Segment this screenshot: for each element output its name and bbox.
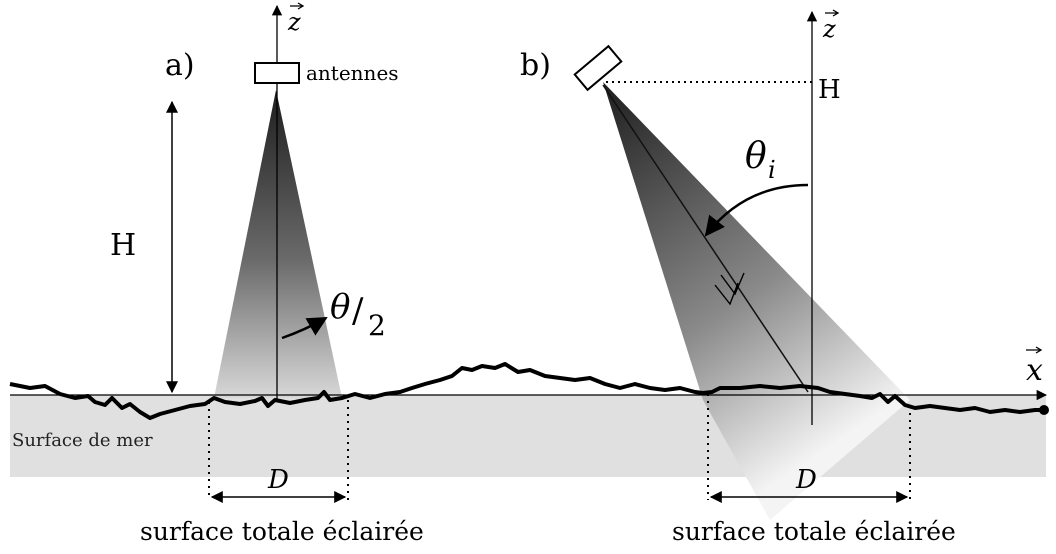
height-label-b: H (818, 75, 841, 105)
panel-a-label: a) (165, 48, 195, 83)
angle-arc-b (704, 183, 809, 237)
propagation-chevron (714, 272, 745, 306)
surface-end-dot (1039, 405, 1049, 415)
sea-label: Surface de mer (12, 430, 153, 451)
antenna-a (254, 62, 300, 84)
vector-arrow-z-b (825, 9, 840, 17)
vector-arrow-x (1026, 346, 1043, 354)
angle-subscript-b: i (768, 156, 776, 184)
caption-a: surface totale éclairée (140, 517, 424, 546)
width-label-a: D (267, 465, 289, 495)
angle-slash-a: / (352, 291, 364, 331)
vector-arrow-z-a (290, 2, 305, 10)
boresight-b (602, 84, 809, 393)
height-label-a: H (110, 228, 136, 263)
axis-x-label: x (1026, 353, 1043, 388)
antenna-label: antennes (306, 61, 399, 85)
beam-b (603, 82, 910, 520)
panel-b-label: b) (520, 48, 551, 83)
axis-z-label-b: z (822, 15, 836, 43)
width-label-b: D (795, 465, 817, 495)
sea-surface-line (9, 362, 1046, 420)
caption-b: surface totale éclairée (672, 517, 956, 546)
axis-z-label-a: z (287, 8, 301, 36)
angle-denominator-a: 2 (368, 309, 386, 342)
beam-a (214, 90, 342, 398)
angle-label-a: θ (330, 287, 350, 327)
antenna-b (573, 44, 623, 92)
angle-arc-a (281, 316, 328, 340)
angle-label-b: θ (745, 136, 767, 177)
